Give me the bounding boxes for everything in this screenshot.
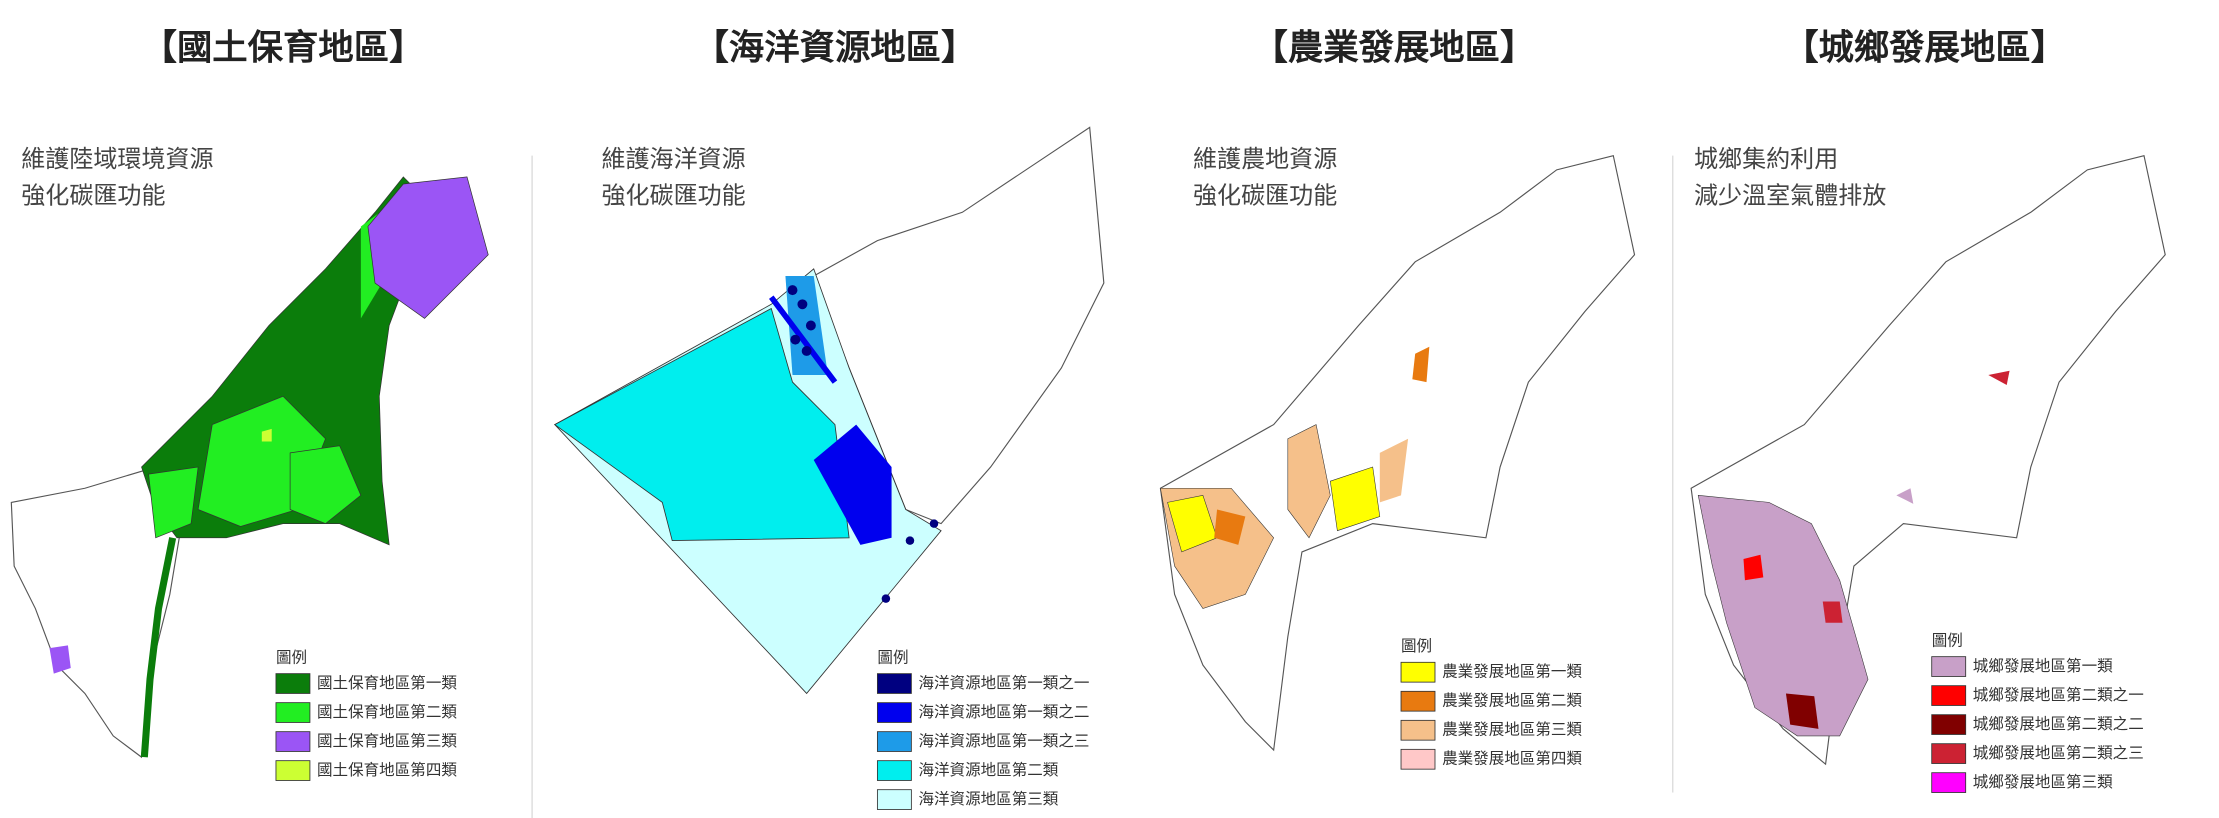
legend-swatch	[1931, 656, 1967, 677]
legend-swatch	[275, 702, 311, 723]
legend-swatch	[1400, 690, 1436, 712]
legend-label: 農業發展地區第四類	[1442, 750, 1582, 768]
legend-label: 海洋資源地區第二類	[918, 761, 1058, 779]
legend-label: 國土保育地區第二類	[317, 703, 457, 721]
legend-label: 城鄉發展地區第二類之二	[1973, 715, 2144, 733]
legend-title: 圖例	[877, 649, 908, 667]
legend-title: 圖例	[276, 649, 307, 667]
panel-title: 【農業發展地區】	[1253, 28, 1536, 69]
panel-subtitle: 城鄉集約利用	[1694, 145, 1838, 173]
panel-title: 【城鄉發展地區】	[1783, 28, 2066, 69]
legend-swatch	[1931, 714, 1967, 735]
panel-subtitle: 強化碳匯功能	[21, 182, 165, 210]
map-marine	[553, 126, 1105, 695]
legend-label: 國土保育地區第四類	[317, 761, 457, 779]
map-conservation	[10, 176, 489, 759]
legend-swatch	[1400, 719, 1436, 741]
legend-title: 圖例	[1932, 632, 1963, 650]
legend-swatch	[275, 673, 311, 694]
legend-label: 城鄉發展地區第二類之一	[1973, 686, 2144, 704]
map-agriculture	[1159, 154, 1636, 752]
legend-label: 國土保育地區第一類	[317, 674, 457, 692]
legend-label: 農業發展地區第一類	[1442, 663, 1582, 681]
legend-swatch	[876, 731, 912, 752]
legend-label: 農業發展地區第三類	[1442, 721, 1582, 739]
legend-swatch	[876, 702, 912, 723]
panel-title: 【海洋資源地區】	[694, 28, 977, 69]
legend-swatch	[1931, 685, 1967, 706]
legend-swatch	[876, 789, 912, 810]
legend-label: 城鄉發展地區第二類之三	[1973, 744, 2144, 762]
panel-subtitle: 維護農地資源	[1193, 145, 1337, 173]
legend-swatch	[275, 731, 311, 752]
legend-swatch	[1931, 772, 1967, 793]
panel-subtitle: 強化碳匯功能	[601, 182, 745, 210]
panel-subtitle: 維護海洋資源	[601, 145, 745, 173]
legend-label: 農業發展地區第二類	[1442, 692, 1582, 710]
panel-subtitle: 維護陸域環境資源	[21, 145, 213, 173]
legend-label: 海洋資源地區第一類之一	[918, 674, 1089, 692]
legend-label: 城鄉發展地區第一類	[1973, 657, 2113, 675]
legend-swatch	[876, 673, 912, 694]
legend-label: 國土保育地區第三類	[317, 732, 457, 750]
map-urban	[1690, 154, 2166, 766]
panel-subtitle: 減少溫室氣體排放	[1694, 182, 1886, 210]
panel-subtitle: 強化碳匯功能	[1193, 182, 1337, 210]
legend-swatch	[1400, 661, 1436, 683]
legend-swatch	[275, 760, 311, 781]
legend-swatch	[1400, 748, 1436, 770]
legend-label: 城鄉發展地區第三類	[1973, 773, 2113, 791]
panel-title: 【國土保育地區】	[142, 28, 425, 69]
legend-swatch	[876, 760, 912, 781]
legend-label: 海洋資源地區第三類	[918, 790, 1058, 808]
legend-swatch	[1931, 743, 1967, 764]
legend-title: 圖例	[1401, 637, 1432, 655]
legend-label: 海洋資源地區第一類之二	[918, 703, 1089, 721]
legend-label: 海洋資源地區第一類之三	[918, 732, 1089, 750]
